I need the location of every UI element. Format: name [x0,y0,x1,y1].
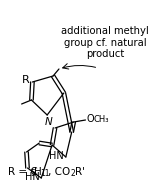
Text: O: O [86,114,94,124]
Text: 11: 11 [40,170,50,178]
Text: 5: 5 [30,170,35,178]
Text: R = C: R = C [8,167,38,177]
Text: HN: HN [24,172,39,182]
Text: N: N [44,117,52,127]
Text: , CO: , CO [48,167,70,177]
Text: H: H [34,167,42,177]
Text: R: R [22,75,29,85]
Text: R': R' [75,167,85,177]
Text: additional methyl
group cf. natural
product: additional methyl group cf. natural prod… [61,26,149,59]
Text: 2: 2 [71,170,76,178]
Text: CH₃: CH₃ [93,114,109,124]
Text: HN: HN [49,151,64,161]
